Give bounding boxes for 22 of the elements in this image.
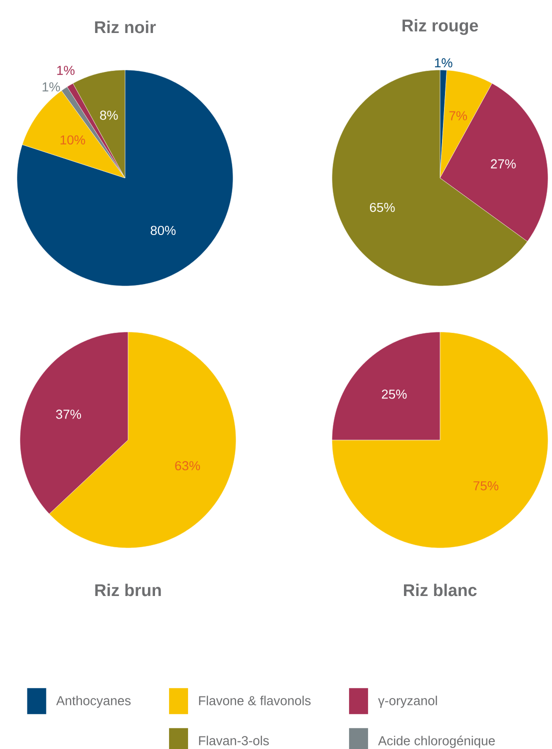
data-label: 25% bbox=[382, 390, 407, 399]
text: Riz blanc bbox=[404, 584, 477, 596]
data-label: 10% bbox=[60, 135, 86, 144]
data-label: 1% bbox=[435, 58, 452, 68]
data-label: 75% bbox=[474, 481, 498, 490]
data-label: 1% bbox=[42, 82, 60, 92]
text: Riz brun bbox=[95, 584, 161, 596]
chart-title: Riz rouge bbox=[402, 19, 478, 35]
legend-label: Flavan-3-ols bbox=[199, 736, 269, 746]
data-label: 80% bbox=[150, 226, 176, 235]
data-label: 7% bbox=[449, 111, 467, 120]
legend-label: γ-oryzanol bbox=[378, 696, 437, 708]
legend-label: Acide chlorogénique bbox=[378, 736, 495, 748]
data-label: 63% bbox=[175, 461, 200, 470]
legend-label: Anthocyanes bbox=[56, 696, 131, 708]
data-label: 1% bbox=[57, 66, 75, 75]
data-label: 8% bbox=[100, 110, 118, 120]
data-label: 37% bbox=[56, 410, 82, 419]
data-label: 27% bbox=[490, 159, 516, 168]
chart-title: Riz noir bbox=[95, 20, 156, 34]
data-label: 65% bbox=[370, 202, 395, 212]
legend-label: Flavone & flavonols bbox=[199, 696, 311, 706]
